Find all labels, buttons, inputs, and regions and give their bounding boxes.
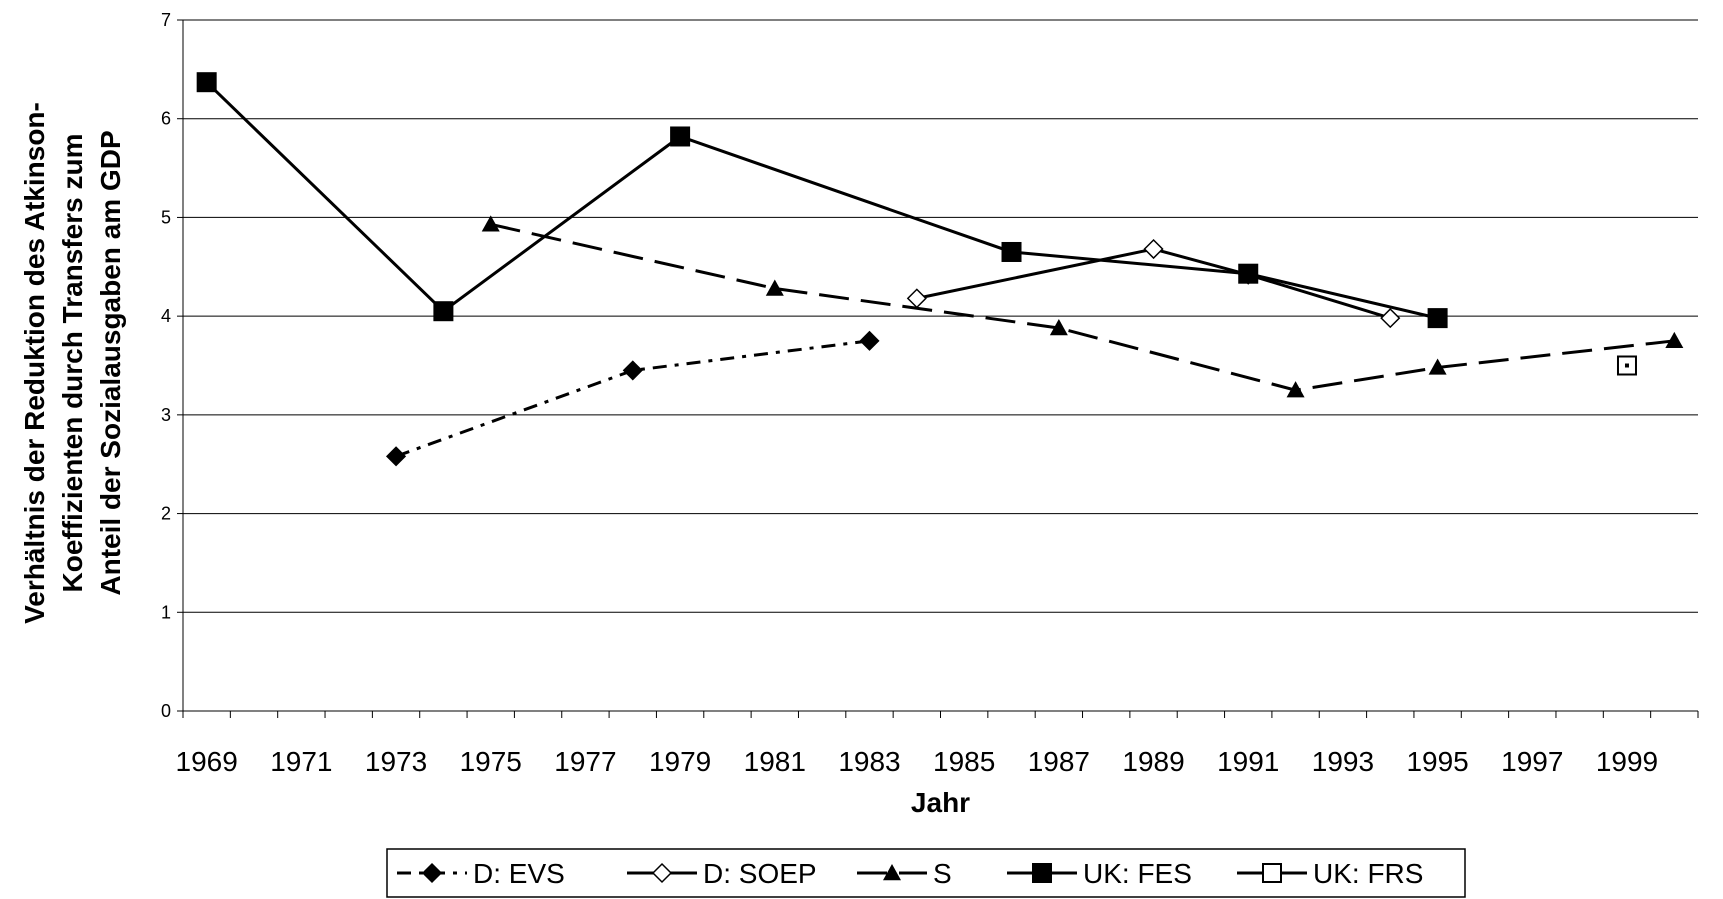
y-tick-label: 1	[161, 602, 171, 622]
x-tick-label: 1993	[1312, 746, 1374, 777]
marker	[1032, 863, 1052, 883]
marker	[1428, 358, 1447, 375]
y-tick-label: 3	[161, 405, 171, 425]
marker	[651, 862, 673, 884]
x-tick-label: 1987	[1028, 746, 1090, 777]
x-tick-label: 1975	[460, 746, 522, 777]
marker	[1238, 263, 1259, 284]
series-line	[916, 247, 1391, 320]
x-tick-label: 1997	[1501, 746, 1563, 777]
legend-label: D: SOEP	[703, 858, 817, 889]
marker	[1665, 331, 1684, 349]
legend-label: S	[933, 858, 952, 889]
y-axis-title: Anteil der Sozialausgaben am GDP	[95, 130, 126, 595]
y-tick-label: 7	[161, 10, 171, 30]
y-axis-title: Koeffizienten durch Transfers zum	[57, 134, 88, 593]
marker	[1427, 308, 1448, 329]
x-tick-label: 1979	[649, 746, 711, 777]
x-tick-label: 1989	[1122, 746, 1184, 777]
marker	[883, 864, 901, 881]
marker	[1380, 308, 1401, 329]
marker	[433, 301, 454, 322]
y-tick-label: 4	[161, 306, 171, 326]
y-axis-title: Verhältnis der Reduktion des Atkinson-	[19, 102, 50, 624]
x-tick-label: 1991	[1217, 746, 1279, 777]
marker	[1143, 238, 1164, 260]
series-line	[395, 339, 870, 458]
marker	[196, 72, 217, 93]
marker-dot	[1624, 363, 1629, 368]
series-line	[205, 81, 1438, 320]
legend: D: EVS D: SOEP S UK: FES UK: FRS	[386, 848, 1466, 898]
x-tick-label: 1981	[744, 746, 806, 777]
legend-label: D: EVS	[473, 858, 565, 889]
x-tick-label: 1995	[1406, 746, 1468, 777]
marker	[421, 862, 443, 884]
y-tick-label: 5	[161, 207, 171, 227]
marker	[481, 215, 500, 232]
x-tick-label: 1983	[838, 746, 900, 777]
legend-label: UK: FRS	[1313, 858, 1423, 889]
series-line	[490, 222, 1675, 392]
y-tick-label: 6	[161, 109, 171, 129]
legend-label: UK: FES	[1083, 858, 1192, 889]
marker	[859, 330, 880, 351]
marker	[1049, 318, 1068, 336]
marker	[906, 288, 927, 309]
x-tick-label: 1977	[554, 746, 616, 777]
marker	[1262, 863, 1282, 883]
x-tick-label: 1999	[1596, 746, 1658, 777]
marker	[670, 126, 691, 147]
y-tick-label: 2	[161, 504, 171, 524]
x-axis-title: Jahr	[911, 787, 970, 818]
marker	[1286, 381, 1305, 398]
x-tick-label: 1973	[365, 746, 427, 777]
marker	[765, 279, 784, 296]
marker	[385, 446, 407, 467]
x-tick-label: 1985	[933, 746, 995, 777]
marker	[1001, 241, 1022, 262]
x-tick-label: 1969	[176, 746, 238, 777]
x-tick-label: 1971	[270, 746, 332, 777]
y-tick-label: 0	[161, 701, 171, 721]
marker	[622, 360, 643, 381]
